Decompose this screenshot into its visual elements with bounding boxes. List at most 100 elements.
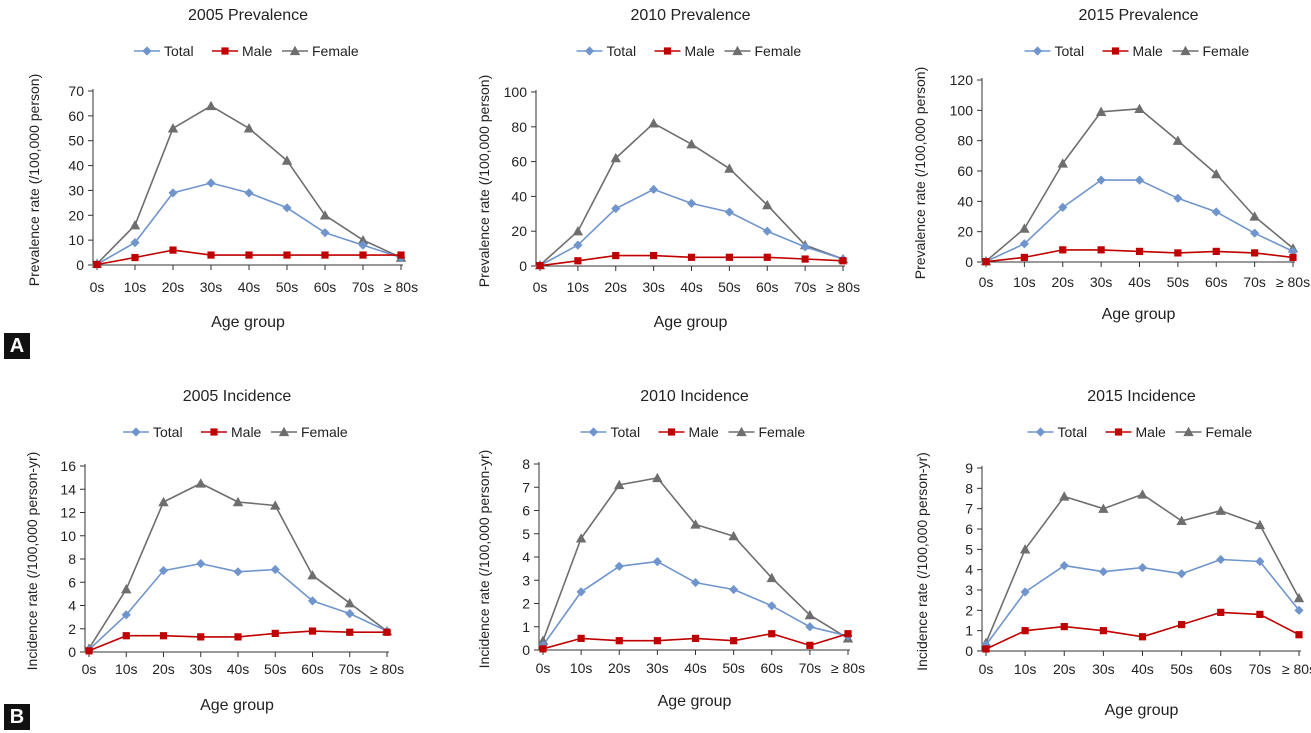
data-point: [344, 597, 355, 608]
legend-item-male: Male: [1105, 424, 1167, 440]
x-axis-title: Age group: [658, 693, 732, 710]
data-point: [804, 609, 816, 620]
x-tick-label: 50s: [718, 279, 741, 295]
data-point: [1135, 247, 1144, 255]
x-tick-label: 40s: [1131, 661, 1154, 677]
x-tick-label: 30s: [646, 660, 669, 676]
data-point: [1293, 592, 1305, 603]
legend-label: Male: [685, 43, 716, 59]
legend-label: Total: [153, 424, 183, 440]
x-tick-label: 60s: [1209, 661, 1232, 677]
chart-title: 2015 Prevalence: [1078, 7, 1198, 24]
y-tick-label: 10: [60, 528, 76, 544]
data-point: [131, 253, 139, 262]
series-line: [88, 482, 388, 649]
data-point: [1021, 627, 1029, 635]
y-tick-label: 60: [957, 163, 973, 179]
x-tick-label: 70s: [352, 279, 375, 295]
x-axis-title: Age group: [211, 314, 285, 331]
y-tick-label: 3: [965, 582, 973, 598]
legend-label: Female: [1203, 43, 1250, 59]
data-point: [1178, 620, 1186, 629]
data-point: [1255, 556, 1265, 567]
data-point: [1215, 505, 1226, 515]
x-tick-label: 70s: [338, 661, 361, 677]
data-point: [308, 627, 317, 635]
x-tick-label: 60s: [760, 660, 783, 676]
legend-label: Total: [611, 424, 641, 440]
y-axis-title: Prevalence rate (/100,000 person): [912, 67, 928, 279]
data-point: [270, 500, 281, 510]
y-tick-label: 3: [522, 572, 530, 588]
data-point: [345, 609, 355, 619]
x-tick-label: 50s: [264, 661, 287, 677]
series-male: [536, 251, 847, 270]
x-tick-label: ≥ 80s: [1276, 274, 1310, 290]
y-tick-label: 40: [511, 188, 527, 204]
legend-label: Female: [755, 43, 802, 59]
series-total: [535, 184, 848, 271]
data-point: [806, 641, 814, 649]
y-tick-label: 10: [68, 232, 84, 248]
data-point: [358, 240, 368, 250]
y-tick-label: 60: [511, 154, 527, 170]
chart-panel-4: 2005 Incidence Total Male Female 0 2 4 6 8 10 12 14…: [24, 388, 404, 714]
y-tick-label: 4: [68, 598, 76, 614]
data-point: [197, 633, 205, 641]
data-point: [653, 637, 661, 645]
data-point: [648, 118, 659, 128]
y-axis-title: Prevalence rate (/100,000 person): [26, 74, 42, 286]
data-point: [762, 226, 772, 236]
chart-title: 2015 Incidence: [1087, 388, 1196, 405]
data-point: [1099, 627, 1107, 635]
x-axis-title: Age group: [654, 314, 728, 331]
legend-label: Male: [1136, 424, 1167, 440]
data-point: [725, 253, 733, 261]
y-tick-label: 80: [957, 133, 973, 149]
data-point: [271, 629, 279, 637]
data-point: [282, 203, 292, 213]
legend-item-male: Male: [201, 424, 262, 440]
data-point: [1211, 168, 1222, 179]
chart-title: 2010 Prevalence: [630, 7, 750, 24]
x-tick-label: 0s: [82, 661, 97, 677]
x-tick-label: 50s: [276, 279, 299, 295]
data-point: [1059, 491, 1070, 501]
data-point: [397, 251, 405, 259]
legend-marker: [131, 427, 141, 437]
data-point: [652, 557, 662, 567]
chart-title: 2010 Incidence: [640, 388, 749, 405]
legend-item-female: Female: [271, 424, 348, 440]
data-point: [982, 258, 990, 266]
legend-item-total: Total: [1027, 424, 1087, 440]
data-point: [270, 564, 280, 575]
data-point: [129, 220, 141, 230]
data-point: [158, 566, 169, 576]
data-point: [1020, 253, 1028, 262]
y-tick-label: 0: [965, 643, 973, 659]
y-tick-label: 40: [68, 158, 84, 174]
legend-label: Female: [759, 424, 806, 440]
data-point: [1177, 569, 1187, 579]
legend: Total Male Female: [1027, 424, 1252, 440]
data-point: [1019, 239, 1029, 249]
y-tick-label: 0: [519, 258, 527, 274]
chart-panel-1: 2005 Prevalence Total Male Female 0 10 20 30 40 5…: [26, 7, 418, 331]
y-tick-label: 2: [522, 596, 530, 612]
data-point: [1095, 106, 1107, 117]
data-point: [1216, 554, 1226, 565]
data-point: [729, 584, 739, 595]
data-point: [539, 645, 547, 653]
data-point: [614, 561, 624, 571]
data-point: [244, 188, 254, 198]
y-tick-label: 0: [76, 257, 84, 273]
data-point: [1256, 610, 1264, 618]
data-point: [1249, 211, 1260, 221]
legend-marker: [1032, 46, 1043, 56]
y-tick-label: 0: [522, 642, 530, 658]
x-tick-label: 20s: [162, 279, 185, 295]
legend-item-female: Female: [282, 43, 359, 59]
x-tick-label: 40s: [227, 661, 250, 677]
data-point: [536, 262, 544, 270]
